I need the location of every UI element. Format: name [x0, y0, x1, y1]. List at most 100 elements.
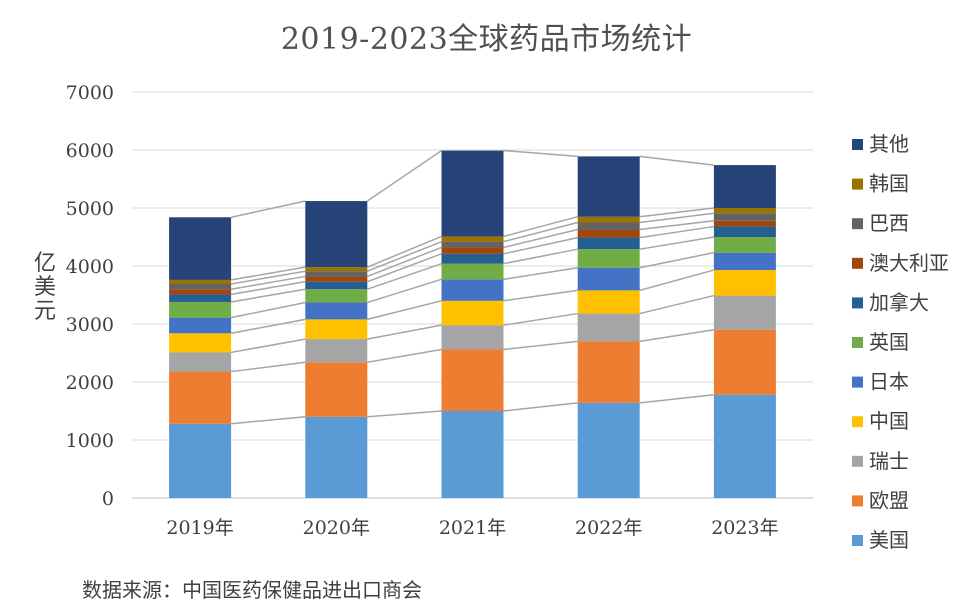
bar-segment: [305, 289, 368, 303]
series-connector-line: [639, 225, 715, 239]
series-connector-line: [230, 275, 306, 290]
series-connector-line: [639, 294, 715, 315]
legend-swatch: [852, 139, 863, 150]
bars: [169, 150, 776, 498]
y-axis-label: 亿美元: [34, 251, 56, 324]
legend-label: 瑞士: [869, 449, 909, 473]
bar-segment: [713, 394, 776, 498]
bar-segment: [305, 267, 368, 272]
bar-segment: [305, 339, 368, 363]
x-tick-label: 2022年: [575, 517, 642, 539]
bar-segment: [441, 263, 504, 280]
bar-segment: [713, 165, 776, 208]
series-connector-line: [503, 266, 578, 281]
bar-segment: [169, 423, 232, 498]
bar-segment: [713, 329, 776, 395]
series-connector-line: [367, 246, 442, 278]
series-connector-line: [503, 248, 578, 265]
y-tick-label: 6000: [66, 140, 114, 162]
series-connector-line: [230, 301, 306, 319]
bar-segment: [441, 411, 504, 498]
series-connector-line: [503, 215, 578, 238]
series-connector-line: [639, 329, 715, 343]
bar-segment: [441, 349, 504, 411]
series-connector-line: [367, 240, 442, 272]
bar-segment: [305, 281, 368, 290]
legend-swatch: [852, 495, 863, 507]
legend-swatch: [852, 178, 863, 190]
bar-segment: [305, 276, 368, 282]
bar-segment: [441, 325, 504, 350]
series-connector-line: [231, 416, 306, 425]
bar-segment: [169, 317, 232, 334]
bar-segment: [713, 252, 776, 271]
bar-segment: [305, 302, 368, 320]
series-connector-line: [230, 280, 306, 296]
bar-segment: [305, 201, 368, 268]
series-connector-line: [503, 236, 578, 255]
series-connector-line: [639, 212, 714, 224]
y-tick-label: 5000: [66, 198, 114, 220]
legend-label: 中国: [869, 409, 909, 433]
series-connector-lines: [230, 149, 715, 425]
chart-title: 2019-2023全球药品市场统计: [280, 22, 693, 57]
series-connector-line: [230, 288, 306, 303]
legend-label: 加拿大: [869, 290, 929, 314]
series-connector-line: [367, 348, 442, 364]
series-connector-line: [367, 410, 442, 418]
bar-segment: [305, 271, 368, 277]
bar-segment: [169, 371, 232, 424]
series-connector-line: [367, 253, 442, 283]
bar-segment: [713, 237, 776, 253]
legend-label: 韩国: [869, 172, 909, 196]
bar-segment: [169, 283, 232, 290]
series-connector-line: [503, 228, 578, 249]
y-tick-label: 3000: [66, 314, 114, 336]
legend-swatch: [852, 416, 863, 428]
bar-segment: [713, 220, 776, 227]
bar-segment: [577, 341, 640, 403]
bar-segment: [169, 294, 232, 302]
bar-segment: [305, 319, 368, 340]
bar-segment: [577, 402, 640, 498]
series-connector-line: [639, 220, 714, 231]
bar-segment: [441, 300, 504, 326]
source-note: 数据来源：中国医药保健品进出口商会: [82, 578, 422, 602]
series-connector-line: [367, 262, 442, 290]
bar-segment: [169, 352, 232, 372]
series-connector-line: [639, 207, 714, 218]
legend-label: 英国: [869, 330, 909, 354]
legend-swatch: [852, 297, 863, 309]
bar-segment: [713, 295, 776, 330]
y-tick-label: 7000: [66, 82, 114, 104]
bar-segment: [577, 237, 640, 250]
legend-label: 欧盟: [869, 488, 909, 512]
legend-label: 日本: [869, 370, 909, 394]
axes: 0 1000 2000 3000 4000 5000 6000 7000 亿美元 2019年 202…: [34, 82, 779, 539]
series-connector-line: [639, 251, 715, 269]
series-connector-line: [503, 340, 578, 351]
bar-segment: [577, 222, 640, 230]
bar-segment: [577, 229, 640, 238]
series-connector-line: [503, 221, 578, 243]
bar-segment: [441, 253, 504, 264]
x-tick-label: 2023年: [711, 517, 778, 539]
bar-segment: [169, 217, 232, 280]
x-tick-label: 2021年: [439, 517, 506, 539]
bar-segment: [169, 279, 232, 284]
legend-label: 其他: [869, 132, 909, 156]
bar-segment: [713, 208, 776, 214]
series-connector-line: [503, 402, 578, 412]
bar-segment: [713, 226, 776, 237]
bar-segment: [577, 267, 640, 291]
legend-swatch: [852, 337, 863, 348]
legend-label: 美国: [869, 528, 909, 552]
bar-segment: [577, 156, 640, 217]
series-connector-line: [639, 155, 714, 166]
bar-segment: [441, 241, 504, 248]
y-tick-label: 4000: [66, 256, 114, 278]
legend-swatch: [852, 376, 863, 388]
legend-swatch: [852, 257, 863, 269]
